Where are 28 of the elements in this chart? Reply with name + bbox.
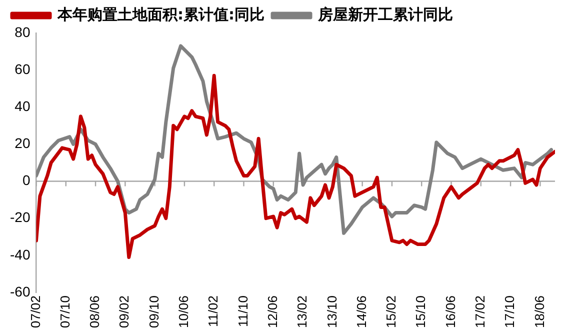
- x-tick-label: 17/02: [472, 295, 488, 328]
- y-tick-label: 20: [14, 135, 30, 152]
- legend-label: 房屋新开工累计同比: [316, 5, 453, 24]
- legend-label: 本年购置土地面积:累计值:同比: [56, 5, 264, 24]
- x-tick-label: 13/10: [324, 295, 340, 328]
- y-tick-label: -20: [10, 209, 30, 226]
- x-tick-label: 08/06: [87, 295, 102, 328]
- y-tick-label: 0: [22, 172, 30, 188]
- x-tick-label: 17/10: [502, 295, 518, 328]
- x-tick-label: 09/02: [116, 295, 132, 328]
- y-tick-label: 60: [14, 60, 30, 77]
- x-tick-label: 14/06: [354, 295, 369, 328]
- x-tick-label: 15/10: [413, 295, 428, 328]
- y-tick-label: -40: [10, 246, 30, 262]
- x-tick-label: 18/06: [532, 295, 547, 328]
- x-tick-label: 10/06: [176, 295, 192, 328]
- y-tick-label: 40: [14, 98, 30, 114]
- y-tick-label: -60: [10, 283, 30, 300]
- x-tick-label: 07/10: [57, 295, 72, 328]
- x-tick-label: 11/10: [235, 295, 250, 328]
- x-tick-label: 09/10: [146, 295, 162, 328]
- x-tick-label: 07/02: [28, 295, 43, 328]
- x-tick-label: 12/06: [264, 295, 280, 328]
- x-tick-label: 13/02: [294, 295, 310, 328]
- x-tick-label: 11/02: [206, 295, 221, 328]
- x-tick-label: 16/06: [442, 295, 458, 328]
- x-tick-label: 15/02: [384, 295, 399, 328]
- y-tick-label: 80: [14, 24, 30, 40]
